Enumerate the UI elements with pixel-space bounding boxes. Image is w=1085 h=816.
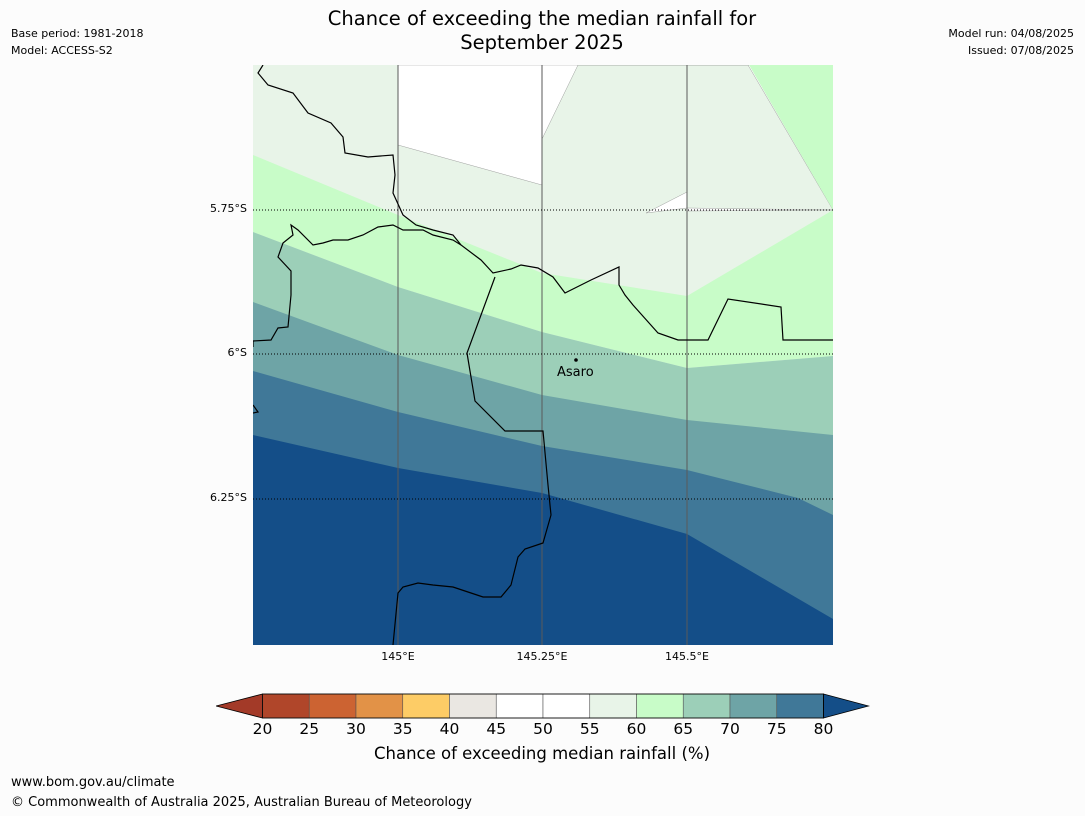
boundary-west bbox=[253, 223, 462, 347]
model-text: Model: ACCESS-S2 bbox=[11, 44, 113, 57]
base-period-text: Base period: 1981-2018 bbox=[11, 27, 144, 40]
boundary-lines bbox=[253, 65, 833, 645]
lon-label-3: 145.5°E bbox=[665, 650, 709, 663]
parallel-lines bbox=[253, 209, 833, 500]
colorbar-cell bbox=[682, 693, 731, 719]
model-run-info: Model run: 04/08/2025 Issued: 07/08/2025 bbox=[948, 25, 1074, 59]
colorbar-tick-label: 35 bbox=[392, 720, 413, 738]
colorbar-cells bbox=[216, 693, 870, 719]
colorbar-tick-label: 30 bbox=[346, 720, 366, 738]
colorbar-cell bbox=[355, 693, 404, 719]
meridian-lines bbox=[397, 65, 688, 645]
boundary-central bbox=[392, 276, 552, 645]
map-title: Chance of exceeding the median rainfall … bbox=[242, 7, 842, 55]
colorbar bbox=[216, 693, 870, 719]
zone-60-65-north bbox=[749, 65, 833, 210]
base-period-info: Base period: 1981-2018 Model: ACCESS-S2 bbox=[11, 25, 143, 59]
lon-label-2: 145.25°E bbox=[516, 650, 568, 663]
colorbar-outline bbox=[262, 693, 824, 719]
colorbar-tick-label: 25 bbox=[299, 720, 320, 738]
lat-label-1: 5.75°S bbox=[210, 202, 247, 215]
colorbar-cell bbox=[542, 693, 591, 719]
colorbar-tick-label: 60 bbox=[626, 720, 647, 738]
colorbar-tick-label: 65 bbox=[673, 720, 694, 738]
colorbar-over-arrow bbox=[823, 693, 870, 719]
colorbar-cell bbox=[262, 693, 310, 719]
colorbar-cell bbox=[402, 693, 450, 719]
colorbar-tick-label: 55 bbox=[579, 720, 600, 738]
forecast-map bbox=[253, 65, 833, 645]
issued-text: Issued: 07/08/2025 bbox=[967, 44, 1074, 57]
colorbar-tick-label: 80 bbox=[813, 720, 834, 738]
lon-label-1: 145°E bbox=[381, 650, 415, 663]
colorbar-cell bbox=[495, 693, 544, 719]
title-line-1: Chance of exceeding the median rainfall … bbox=[327, 7, 757, 30]
asaro-marker bbox=[574, 358, 578, 362]
colorbar-cell bbox=[589, 693, 637, 719]
colorbar-tick-label: 50 bbox=[533, 720, 553, 738]
zone-60-65 bbox=[253, 155, 833, 368]
colorbar-tick-label: 20 bbox=[252, 720, 273, 738]
title-line-2: September 2025 bbox=[460, 31, 624, 54]
colorbar-tick-label: 45 bbox=[486, 720, 507, 738]
boundary-north bbox=[257, 65, 833, 341]
boundary-sw bbox=[253, 404, 260, 414]
colorbar-cell bbox=[776, 693, 824, 719]
colorbar-tick-label: 40 bbox=[439, 720, 460, 738]
lat-label-2: 6°S bbox=[227, 346, 247, 359]
colorbar-cell bbox=[729, 693, 778, 719]
footer-copyright: © Commonwealth of Australia 2025, Austra… bbox=[11, 795, 472, 810]
map-canvas bbox=[253, 65, 833, 645]
colorbar-tick-label: 75 bbox=[766, 720, 787, 738]
colorbar-cell bbox=[308, 693, 357, 719]
model-run-text: Model run: 04/08/2025 bbox=[948, 27, 1074, 40]
colorbar-tick-label: 70 bbox=[720, 720, 740, 738]
colorbar-cell bbox=[449, 693, 497, 719]
lat-label-3: 6.25°S bbox=[210, 491, 247, 504]
colorbar-under-arrow bbox=[216, 693, 263, 719]
place-label: Asaro bbox=[557, 365, 594, 380]
colorbar-label: Chance of exceeding median rainfall (%) bbox=[373, 744, 711, 763]
colorbar-cell bbox=[636, 693, 684, 719]
footer-url[interactable]: www.bom.gov.au/climate bbox=[11, 775, 175, 790]
